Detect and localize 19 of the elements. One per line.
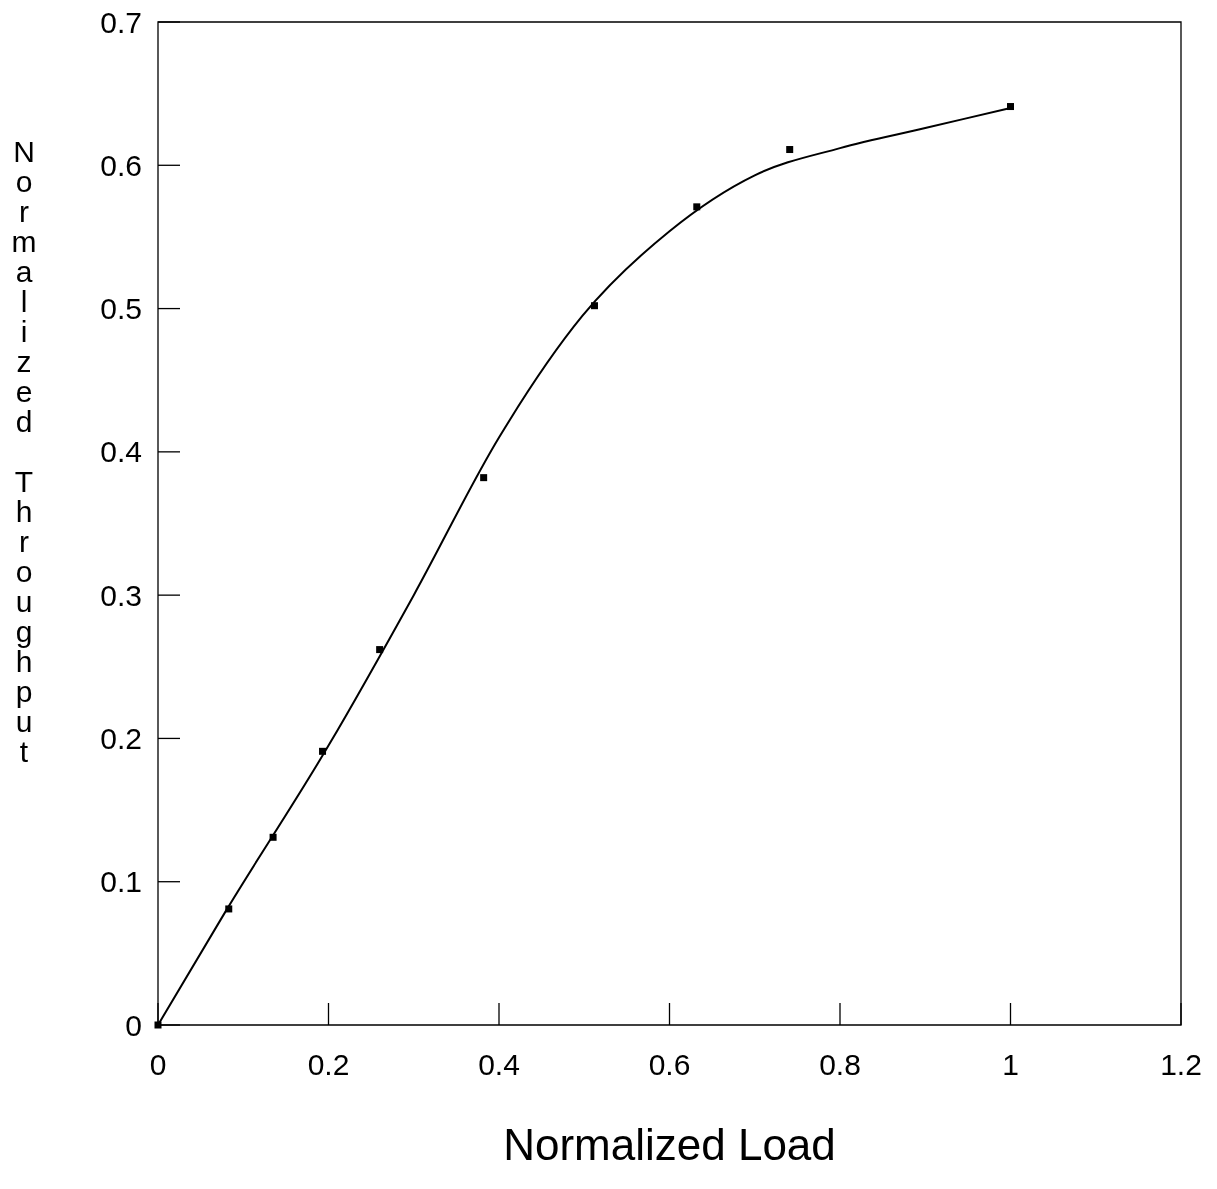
y-tick-label: 0.5 bbox=[100, 292, 142, 326]
y-tick-label: 0.7 bbox=[100, 5, 142, 39]
y-tick-label: 0.6 bbox=[100, 148, 142, 182]
y-tick-label: 0.4 bbox=[100, 435, 142, 469]
y-tick-label: 0.3 bbox=[100, 578, 142, 612]
x-axis-title: Normalized Load bbox=[503, 1120, 836, 1169]
point bbox=[480, 474, 488, 482]
y-tick-label: 0.2 bbox=[100, 721, 142, 755]
x-tick-label: 1 bbox=[1002, 1048, 1019, 1081]
y-tick-label: 0 bbox=[125, 1008, 142, 1042]
y-tick-label: 0.1 bbox=[100, 865, 142, 899]
x-tick-label: 0.2 bbox=[307, 1048, 350, 1081]
x-tick-label: 0.6 bbox=[648, 1048, 691, 1081]
x-tick-label: 0.8 bbox=[819, 1048, 861, 1081]
x-tick-label: 0.4 bbox=[478, 1048, 520, 1081]
point bbox=[786, 146, 794, 154]
y-axis-title: Normalized Throughput bbox=[7, 135, 41, 765]
x-tick-label: 0 bbox=[149, 1048, 167, 1081]
x-tick-label: 1.2 bbox=[1160, 1048, 1202, 1081]
